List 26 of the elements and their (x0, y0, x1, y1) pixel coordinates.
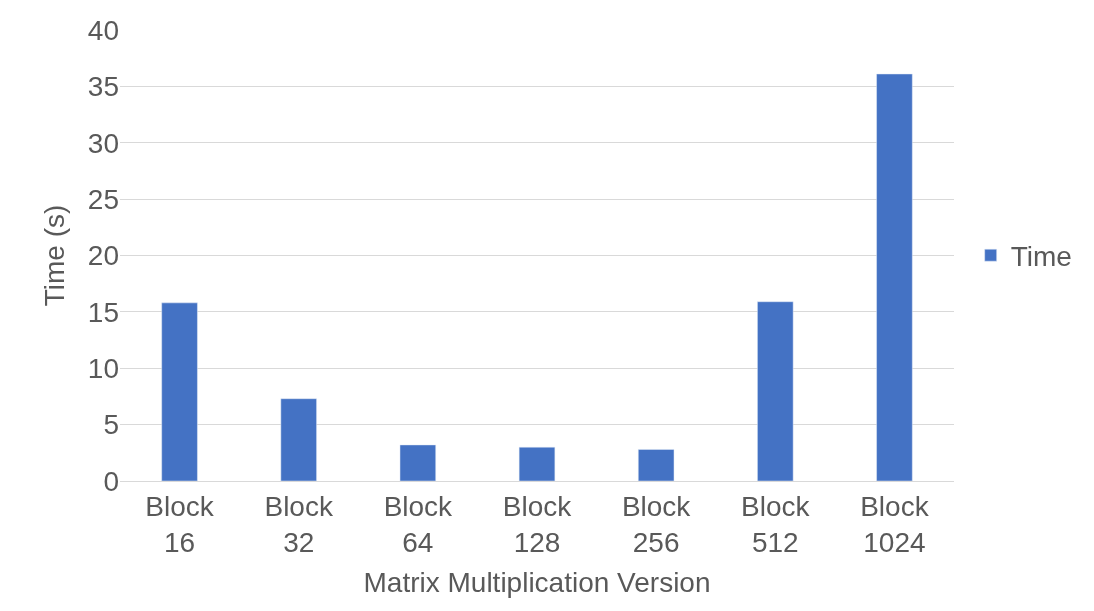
bar (638, 449, 675, 481)
bar (280, 398, 317, 481)
legend-label: Time (1010, 241, 1072, 273)
x-tick-label: Block 16 (145, 490, 215, 558)
x-tick-label: Block 512 (741, 490, 811, 558)
y-tick-label: 20 (87, 240, 119, 272)
y-axis-title: Time (s) (38, 204, 70, 307)
x-axis-title: Matrix Multiplication Version (363, 567, 711, 599)
bar (161, 302, 198, 481)
y-tick-label: 5 (103, 409, 119, 441)
y-tick-label: 15 (87, 296, 119, 328)
y-tick-label: 25 (87, 183, 119, 215)
y-tick-label: 10 (87, 353, 119, 385)
y-tick-label: 40 (87, 14, 119, 46)
x-tick-label: Block 64 (383, 490, 454, 558)
bar (518, 446, 556, 481)
x-tick-label: Block 32 (264, 490, 334, 558)
bar (399, 444, 436, 481)
x-tick-label: Block 256 (621, 490, 692, 558)
x-tick-label: Block 1024 (860, 490, 930, 558)
x-tick-label: Block 128 (502, 490, 573, 558)
y-tick-label: 30 (87, 127, 119, 159)
y-tick-label: 0 (103, 465, 119, 497)
bar (876, 73, 913, 481)
y-tick-label: 35 (87, 71, 119, 103)
bar (757, 301, 794, 481)
